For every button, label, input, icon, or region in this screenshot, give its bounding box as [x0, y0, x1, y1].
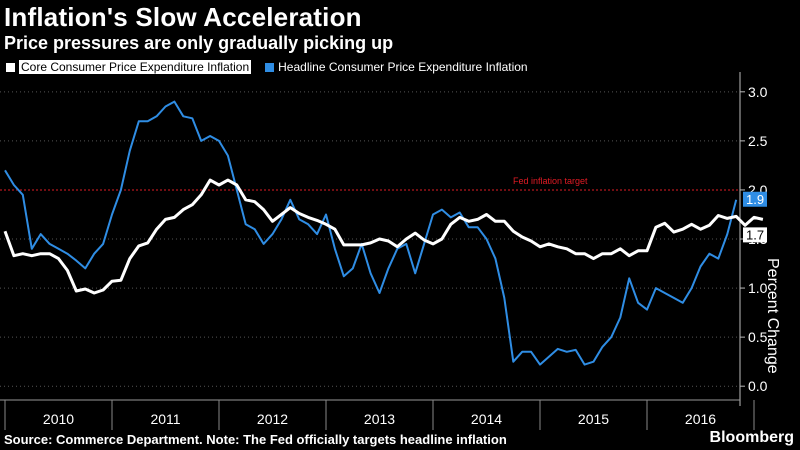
x-tick-label: 2013 [364, 411, 395, 427]
end-label-box-core [743, 227, 767, 243]
end-label-box-headline [743, 191, 767, 207]
legend-label-core: Core Consumer Price Expenditure Inflatio… [19, 60, 252, 74]
series-line-headline [4, 100, 738, 366]
y-tick-label: 0.0 [748, 378, 768, 394]
legend-label-headline: Headline Consumer Price Expenditure Infl… [278, 60, 528, 74]
series-line-core [3, 178, 764, 295]
x-tick-label: 2016 [685, 411, 716, 427]
y-tick-label: 1.0 [748, 280, 768, 296]
y-tick-label: 2.5 [748, 133, 768, 149]
chart-title: Inflation's Slow Acceleration [4, 2, 362, 32]
end-label-core: 1.7 [746, 227, 764, 242]
y-axis-label: Percent Change [764, 258, 781, 374]
end-label-headline: 1.9 [746, 192, 764, 207]
legend-item-core: Core Consumer Price Expenditure Inflatio… [6, 60, 252, 74]
x-tick-label: 2010 [43, 411, 74, 427]
fed-target-label: Fed inflation target [513, 176, 588, 186]
legend: Core Consumer Price Expenditure Inflatio… [6, 60, 528, 74]
bloomberg-logo: Bloomberg [709, 429, 794, 446]
legend-swatch-headline [265, 62, 275, 72]
y-tick-label: 0.5 [748, 329, 768, 345]
x-tick-label: 2012 [257, 411, 288, 427]
chart-subtitle: Price pressures are only gradually picki… [4, 33, 394, 53]
legend-item-headline: Headline Consumer Price Expenditure Infl… [265, 60, 528, 74]
x-tick-label: 2011 [150, 411, 180, 427]
x-tick-label: 2015 [578, 411, 609, 427]
source-note: Source: Commerce Department. Note: The F… [4, 432, 507, 447]
x-tick-label: 2014 [471, 411, 502, 427]
legend-swatch-core [6, 62, 15, 72]
y-tick-label: 3.0 [748, 84, 768, 100]
